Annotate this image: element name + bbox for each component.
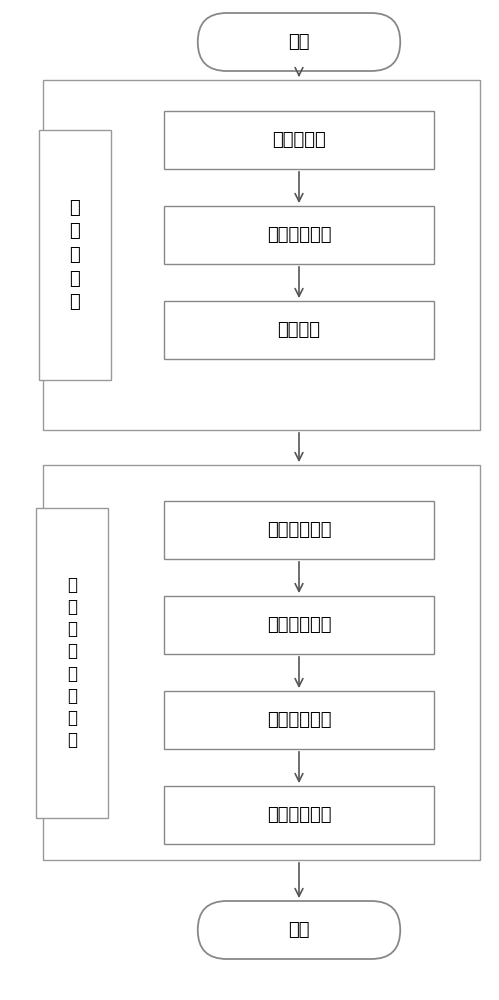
FancyBboxPatch shape — [198, 901, 400, 959]
Bar — [39, 130, 111, 380]
Text: 开始: 开始 — [288, 33, 310, 51]
Bar — [164, 691, 434, 749]
Text: 结束: 结束 — [288, 921, 310, 939]
Text: 设定初始阈值: 设定初始阈值 — [267, 521, 331, 539]
Text: 图像存储: 图像存储 — [277, 321, 320, 339]
Text: 目标区域识别: 目标区域识别 — [267, 711, 331, 729]
Bar — [164, 501, 434, 559]
Bar — [43, 80, 481, 430]
Bar — [164, 111, 434, 169]
Bar — [164, 596, 434, 654]
Text: 图
像
预
处
理: 图 像 预 处 理 — [70, 199, 80, 311]
Bar — [43, 465, 481, 860]
Text: 图像网格划分: 图像网格划分 — [267, 226, 331, 244]
Bar — [36, 508, 108, 818]
Bar — [164, 206, 434, 264]
Text: 太
阳
活
动
目
标
区
域: 太 阳 活 动 目 标 区 域 — [67, 576, 77, 749]
Text: 目标区域分割: 目标区域分割 — [267, 806, 331, 824]
Text: 设定梯度阈值: 设定梯度阈值 — [267, 616, 331, 634]
Bar — [164, 786, 434, 844]
Bar — [164, 301, 434, 359]
Text: 图像归一化: 图像归一化 — [272, 131, 326, 149]
FancyBboxPatch shape — [198, 13, 400, 71]
